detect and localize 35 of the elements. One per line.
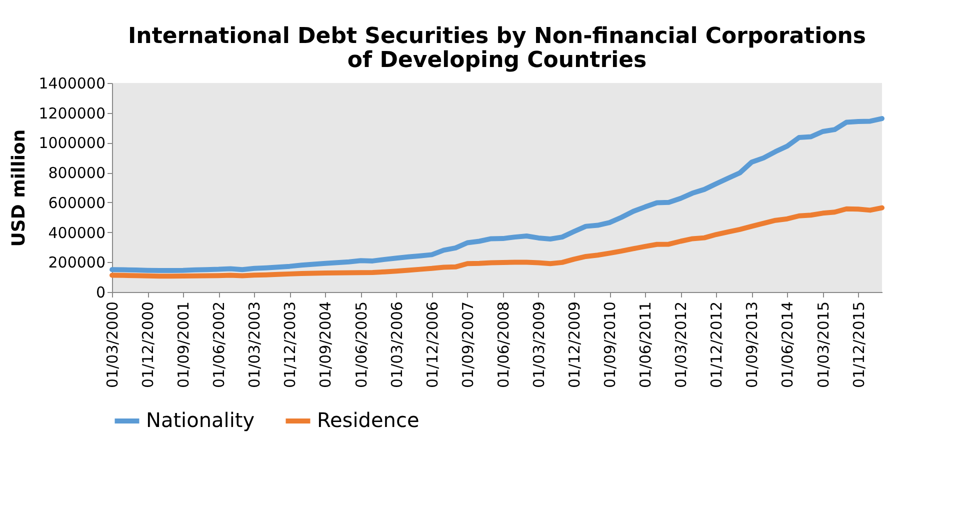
- x-tick-label: 01/12/2012: [708, 302, 726, 388]
- x-tick-label: 01/06/2002: [210, 302, 228, 388]
- x-tick-label: 01/03/2003: [246, 302, 264, 388]
- text: of Developing Countries: [347, 48, 647, 73]
- text: International Debt Securities by Non-financial Corporations: [128, 24, 866, 49]
- legend-label: Nationality: [146, 408, 255, 432]
- y-tick-label: 0: [96, 284, 106, 302]
- x-tick-label: 01/03/2009: [530, 302, 548, 388]
- y-tick-label: 1200000: [38, 104, 106, 122]
- x-tick-label: 01/09/2007: [458, 302, 477, 388]
- x-tick-label: 01/12/2000: [139, 302, 158, 388]
- x-tick-label: 01/09/2001: [174, 302, 193, 388]
- legend-label: Residence: [317, 408, 420, 432]
- y-axis-title: USD million: [8, 129, 30, 247]
- y-tick-label: 400000: [48, 224, 106, 242]
- x-tick-label: 01/12/2015: [850, 302, 868, 388]
- x-tick-label: 01/09/2010: [601, 302, 620, 388]
- y-tick-label: 800000: [48, 164, 106, 182]
- x-tick-label: 01/12/2003: [281, 302, 300, 388]
- x-tick-label: 01/03/2012: [672, 302, 690, 388]
- x-tick-label: 01/06/2005: [352, 302, 370, 388]
- x-tick-label: 01/03/2000: [104, 302, 122, 388]
- y-tick-label: 600000: [48, 194, 106, 212]
- y-tick-label: 1400000: [38, 74, 106, 92]
- x-tick-label: 01/12/2006: [423, 302, 442, 388]
- y-tick-label: 1000000: [38, 134, 106, 152]
- x-tick-label: 01/09/2013: [743, 302, 762, 388]
- x-tick-label: 01/03/2006: [388, 302, 406, 388]
- x-tick-label: 01/03/2015: [814, 302, 832, 388]
- x-tick-label: 01/12/2009: [566, 302, 584, 388]
- y-tick-label: 200000: [48, 254, 106, 272]
- x-tick-label: 01/06/2008: [494, 302, 512, 388]
- x-tick-label: 01/06/2011: [636, 302, 655, 388]
- x-tick-label: 01/06/2014: [778, 302, 797, 388]
- x-tick-label: 01/09/2004: [316, 302, 335, 388]
